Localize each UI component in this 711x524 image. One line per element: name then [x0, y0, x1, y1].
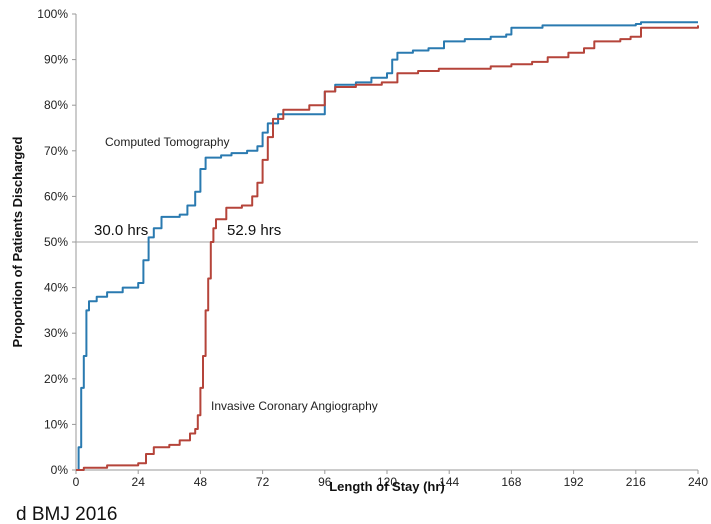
- y-tick-label: 40%: [44, 281, 68, 295]
- ct-median-label: 30.0 hrs: [94, 222, 148, 239]
- y-tick-label: 70%: [44, 144, 68, 158]
- ct-series-label: Computed Tomography: [105, 135, 230, 149]
- x-tick-label: 24: [132, 475, 146, 489]
- x-tick-label: 144: [439, 475, 459, 489]
- x-tick-label: 120: [377, 475, 397, 489]
- y-axis-title: Proportion of Patients Discharged: [10, 136, 25, 347]
- y-tick-label: 10%: [44, 417, 68, 431]
- y-tick-label: 100%: [37, 7, 68, 21]
- x-tick-labels: 0 24 48 72 96 120 144 168 192 216 240: [73, 470, 708, 489]
- ica-series-label: Invasive Coronary Angiography: [211, 399, 378, 413]
- series-layer: [76, 21, 699, 471]
- x-tick-label: 168: [501, 475, 521, 489]
- y-tick-label: 20%: [44, 372, 68, 386]
- x-tick-label: 72: [256, 475, 270, 489]
- y-tick-label: 50%: [44, 235, 68, 249]
- ct-series-line: [76, 21, 698, 471]
- y-tick-label: 80%: [44, 98, 68, 112]
- x-tick-label: 216: [626, 475, 646, 489]
- y-tick-labels: 0% 10% 20% 30% 40% 50% 60% 70% 80% 90% 100%: [37, 7, 76, 477]
- x-tick-label: 0: [73, 475, 80, 489]
- x-tick-label: 240: [688, 475, 708, 489]
- y-tick-label: 60%: [44, 189, 68, 203]
- x-axis-title: Length of Stay (hr): [329, 479, 445, 494]
- y-tick-label: 0%: [51, 463, 69, 477]
- x-tick-label: 96: [318, 475, 332, 489]
- y-tick-label: 30%: [44, 326, 68, 340]
- x-tick-label: 48: [194, 475, 208, 489]
- y-tick-label: 90%: [44, 53, 68, 67]
- ica-median-label: 52.9 hrs: [227, 222, 281, 239]
- ica-series-line: [76, 25, 699, 471]
- footer-text: d BMJ 2016: [16, 504, 117, 524]
- x-tick-label: 192: [564, 475, 584, 489]
